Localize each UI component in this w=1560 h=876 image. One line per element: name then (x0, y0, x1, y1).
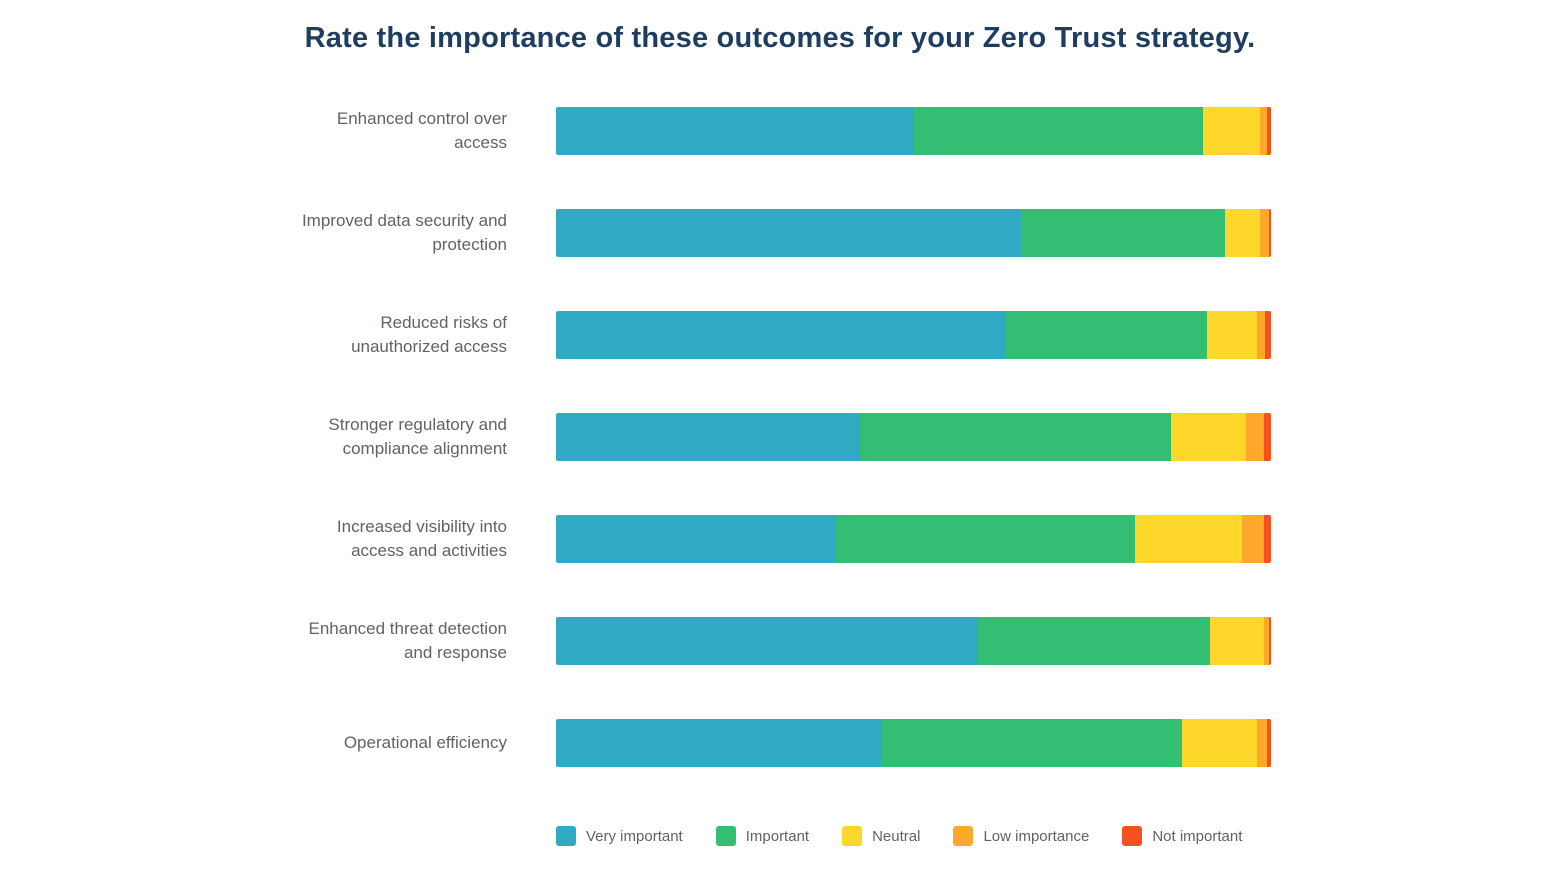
bar-segment-not-important (1267, 107, 1271, 155)
chart-row: Operational efficiency (0, 719, 1271, 767)
bar-segment-low-importance (1245, 413, 1264, 461)
legend-item-very-important: Very important (556, 826, 683, 846)
category-label-improved-data-security-and-pro: Improved data security and protection (301, 211, 507, 254)
category-label-stronger-regulatory-and-compli: Stronger regulatory and compliance align… (328, 415, 507, 458)
bar-segment-very-important (556, 515, 835, 563)
legend-item-neutral: Neutral (842, 826, 920, 846)
bar-segment-very-important (556, 719, 882, 767)
bar-segment-not-important (1268, 617, 1271, 665)
chart-row: Stronger regulatory and compliance align… (0, 413, 1271, 461)
bar-segment-low-importance (1256, 311, 1266, 359)
stacked-bar (556, 515, 1271, 563)
bar-segment-neutral (1224, 209, 1261, 257)
chart-title: Rate the importance of these outcomes fo… (304, 22, 1256, 54)
chart-row: Increased visibility into access and act… (0, 515, 1271, 563)
category-label-operational-efficiency: Operational efficiency (343, 733, 507, 752)
bar-segment-important (977, 617, 1211, 665)
legend-item-low-importance: Low importance (953, 826, 1089, 846)
bar-segment-not-important (1265, 311, 1271, 359)
stacked-bar (556, 413, 1271, 461)
legend-swatch-important (715, 826, 736, 846)
legend-label-not-important: Not important (1152, 827, 1243, 845)
chart-row: Reduced risks of unauthorized access (0, 311, 1271, 359)
legend-label-very-important: Very important (586, 827, 683, 845)
legend-item-not-important: Not important (1122, 826, 1242, 846)
bar-segment-low-importance (1260, 107, 1268, 155)
legend-swatch-very-important (556, 826, 576, 846)
stacked-bar (556, 617, 1271, 665)
bar-segment-neutral (1210, 617, 1264, 665)
legend-swatch-low-importance (953, 826, 974, 846)
stacked-bar (556, 719, 1271, 767)
bar-segment-important (859, 413, 1171, 461)
bar-segment-important (881, 719, 1182, 767)
legend-label-low-importance: Low importance (983, 827, 1090, 845)
category-label-reduced-risks-of-unauthorized-: Reduced risks of unauthorized access (351, 313, 507, 356)
bar-segment-important (834, 515, 1136, 563)
bar-segment-low-importance (1263, 617, 1269, 665)
chart-row: Enhanced threat detection and response (0, 617, 1271, 665)
category-label-increased-visibility-into-acce: Increased visibility into access and act… (336, 517, 507, 560)
stacked-bar (556, 209, 1271, 257)
category-label-enhanced-threat-detection-and-: Enhanced threat detection and response (308, 619, 507, 662)
bar-segment-neutral (1170, 413, 1246, 461)
bar-segment-neutral (1181, 719, 1257, 767)
bar-segment-neutral (1135, 515, 1243, 563)
bar-segment-neutral (1206, 311, 1257, 359)
bar-segment-important (913, 107, 1204, 155)
bar-segment-not-important (1263, 413, 1271, 461)
legend-label-neutral: Neutral (872, 827, 921, 845)
stacked-bar (556, 311, 1271, 359)
bar-segment-important (1020, 209, 1225, 257)
bar-segment-not-important (1263, 515, 1271, 563)
bar-segment-low-importance (1260, 209, 1269, 257)
legend-label-important: Important (745, 827, 810, 845)
bar-segment-very-important (556, 209, 1021, 257)
category-label-enhanced-control-over-access: Enhanced control over access (336, 109, 507, 152)
legend-item-important: Important (715, 826, 810, 846)
bar-segment-low-importance (1256, 719, 1268, 767)
bar-segment-very-important (556, 311, 1007, 359)
legend-swatch-not-important (1122, 826, 1143, 846)
bar-segment-important (1006, 311, 1207, 359)
legend-swatch-neutral (842, 826, 863, 846)
bar-segment-not-important (1267, 719, 1271, 767)
chart-legend: Very important Important Neutral Low import… (556, 826, 1242, 846)
bar-segment-neutral (1203, 107, 1261, 155)
bar-segment-low-importance (1242, 515, 1264, 563)
bar-segment-not-important (1268, 209, 1271, 257)
stacked-bar (556, 107, 1271, 155)
chart-plot-area: Enhanced control over access Improved dat… (0, 107, 1271, 821)
bar-segment-very-important (556, 107, 914, 155)
chart-row: Enhanced control over access (0, 107, 1271, 155)
bar-segment-very-important (556, 413, 860, 461)
chart-row: Improved data security and protection (0, 209, 1271, 257)
bar-segment-very-important (556, 617, 978, 665)
